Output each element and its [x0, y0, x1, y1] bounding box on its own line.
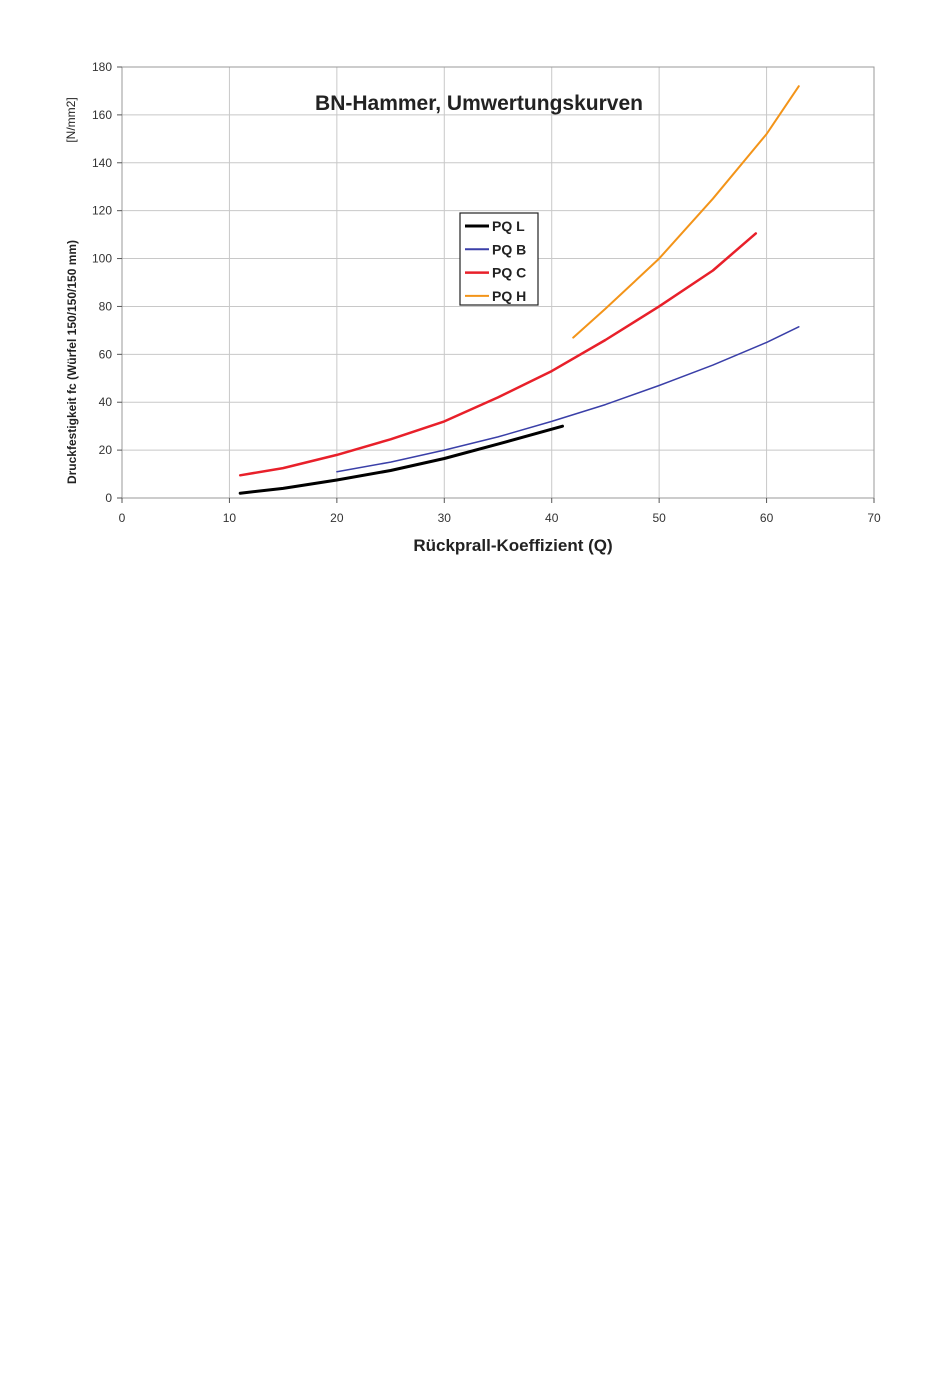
- x-tick-label: 10: [223, 511, 237, 525]
- x-tick-label: 60: [760, 511, 774, 525]
- y-tick-label: 20: [99, 443, 113, 457]
- y-tick-label: 100: [92, 252, 112, 266]
- series-lines: [238, 85, 800, 495]
- plot-area: [121, 66, 875, 499]
- y-tick-label: 120: [92, 204, 112, 218]
- x-tick-label: 0: [119, 511, 126, 525]
- series-line-pq-c: [238, 232, 758, 477]
- series-line-pq-b: [336, 326, 800, 473]
- legend: PQ L PQ B PQ C PQ H: [459, 212, 539, 306]
- x-tick-label: 40: [545, 511, 559, 525]
- legend-label: PQ C: [492, 265, 526, 281]
- y-tick-label: 0: [105, 491, 112, 505]
- y-axis-label: Druckfestigkeit fc (Würfel 150/150/150 m…: [65, 240, 79, 484]
- legend-label: PQ H: [492, 288, 526, 304]
- legend-label: PQ B: [492, 241, 526, 257]
- y-tick-label: 140: [92, 156, 112, 170]
- legend-label: PQ L: [492, 218, 525, 234]
- chart-title: BN-Hammer, Umwertungskurven: [315, 92, 643, 115]
- y-tick-label: 180: [92, 60, 112, 74]
- x-tick-label: 70: [867, 511, 881, 525]
- series-line-pq-l: [238, 424, 564, 495]
- y-tick-label: 80: [99, 299, 113, 313]
- y-axis-unit: [N/mm2]: [64, 97, 78, 142]
- y-tick-label: 160: [92, 108, 112, 122]
- x-axis-label: Rückprall-Koeffizient (Q): [413, 536, 612, 555]
- x-tick-label: 20: [330, 511, 344, 525]
- grid: [122, 67, 874, 498]
- ticks: 0 10 20 30 40 50 60 70 0 20 40 60 80 100 120 140 160 180: [92, 60, 881, 525]
- y-tick-label: 40: [99, 395, 113, 409]
- legend-box: [459, 212, 539, 306]
- x-tick-label: 50: [652, 511, 666, 525]
- series-line-pq-h: [572, 85, 800, 339]
- x-tick-label: 30: [438, 511, 452, 525]
- y-tick-label: 60: [99, 347, 113, 361]
